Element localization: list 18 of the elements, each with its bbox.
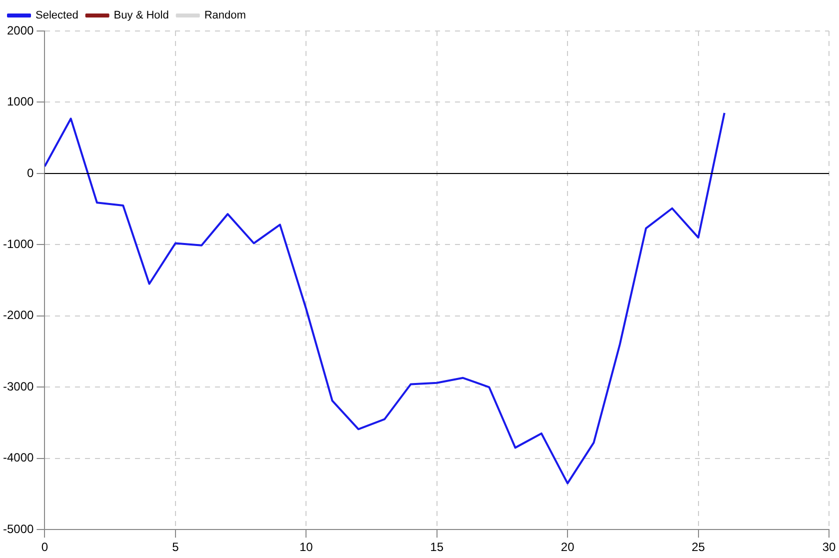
x-tick-label: 25 (692, 540, 706, 554)
x-tick-label: 10 (299, 540, 314, 554)
legend-label: Selected (36, 10, 78, 22)
legend-label: Buy & Hold (114, 10, 169, 22)
x-tick-label: 5 (172, 540, 180, 554)
x-tick-label: 30 (822, 540, 836, 554)
y-tick-label: -3000 (2, 379, 34, 394)
y-tick-label: -4000 (2, 450, 34, 465)
x-tick-label: 20 (560, 540, 575, 554)
legend-label: Random (204, 10, 246, 22)
y-tick-label: -2000 (2, 308, 34, 322)
y-tick-label: 0 (27, 166, 34, 180)
y-tick-label: 2000 (6, 23, 34, 38)
y-tick-label: -1000 (2, 237, 34, 251)
y-tick-label: -5000 (2, 522, 34, 536)
x-tick-label: 15 (430, 540, 444, 554)
x-tick-label: 0 (41, 540, 48, 554)
y-tick-label: 1000 (6, 94, 34, 109)
